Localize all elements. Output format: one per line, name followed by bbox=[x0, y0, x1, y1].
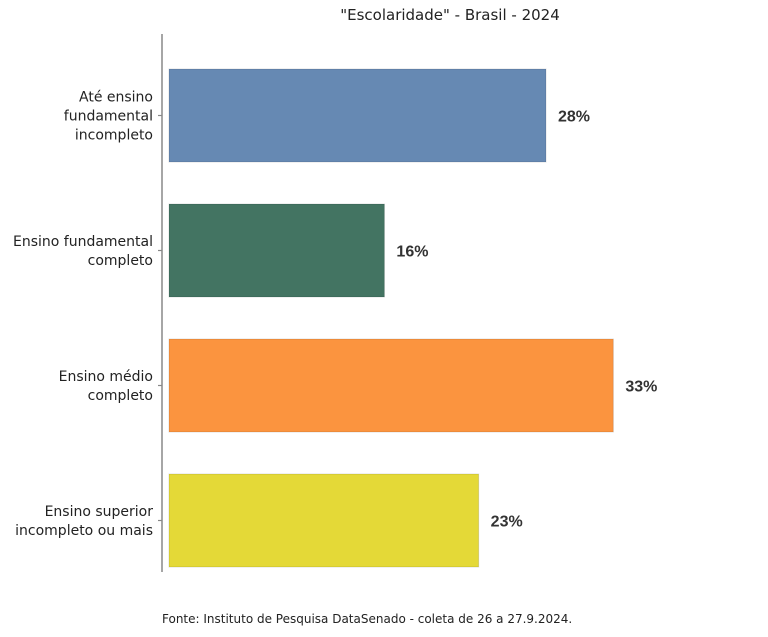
bar-3 bbox=[168, 338, 614, 433]
category-label-1: Até ensino fundamental incompleto bbox=[64, 90, 153, 144]
category-label-3: Ensino médio completo bbox=[59, 369, 153, 404]
value-label-2: 16% bbox=[396, 244, 428, 261]
bar-2 bbox=[168, 203, 385, 298]
category-label-4: Ensino superior incompleto ou mais bbox=[15, 504, 153, 539]
bar-chart: 28% Até ensino fundamental incompleto 16% Ens… bbox=[13, 34, 657, 572]
bar-1 bbox=[168, 68, 547, 163]
value-label-4: 23% bbox=[491, 514, 523, 531]
bar-4 bbox=[168, 473, 480, 568]
category-label-2: Ensino fundamental completo bbox=[13, 234, 153, 269]
value-label-1: 28% bbox=[558, 109, 590, 126]
source-note: Fonte: Instituto de Pesquisa DataSenado … bbox=[162, 612, 573, 626]
chart-title: "Escolaridade" - Brasil - 2024 bbox=[340, 6, 560, 24]
value-label-3: 33% bbox=[625, 379, 657, 396]
bars-group: 28% Até ensino fundamental incompleto 16% Ens… bbox=[13, 68, 657, 568]
